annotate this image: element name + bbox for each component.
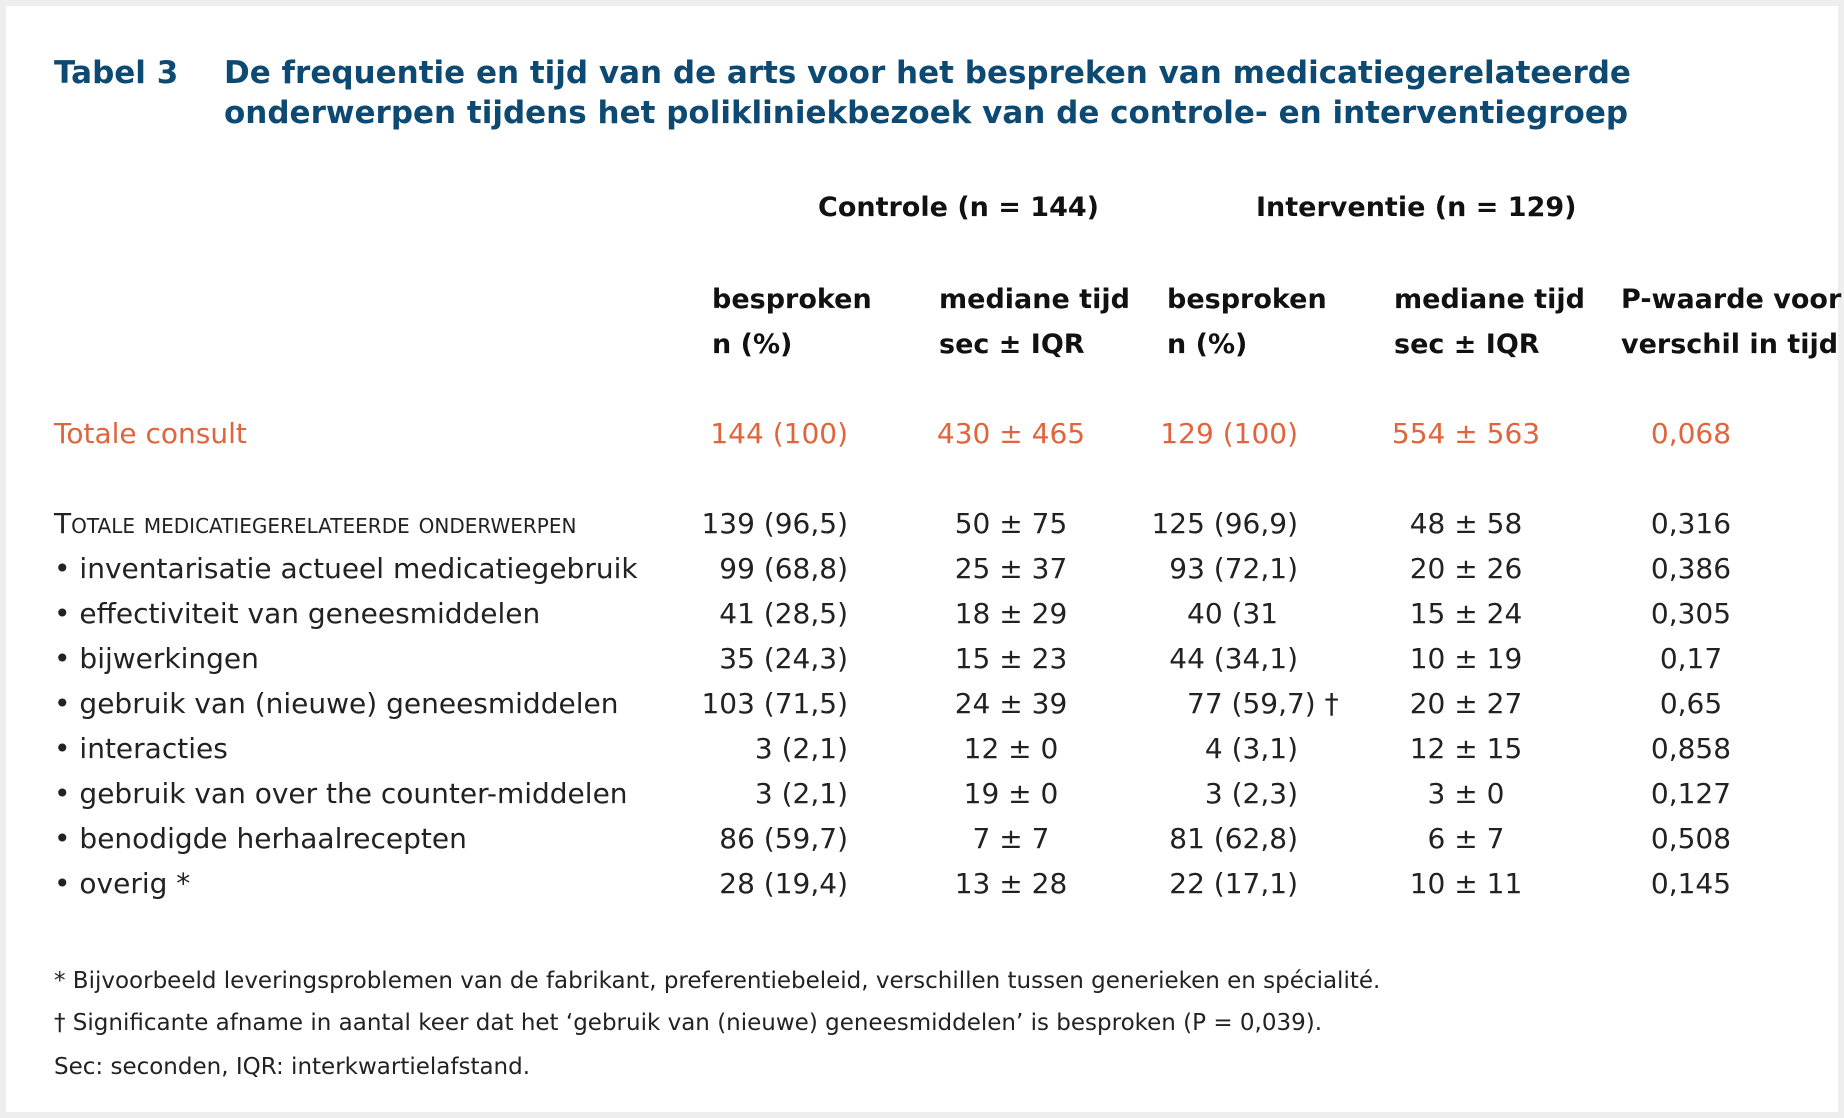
total-consult-interventie-tijd: 554 ± 563 — [1391, 417, 1541, 450]
row-p-waarde: 0,508 — [1650, 822, 1732, 855]
row-label: • gebruik van over the counter-middelen — [54, 777, 628, 810]
row-controle-besproken: 41 (28,5) — [719, 597, 848, 630]
row-controle-tijd: 24 ± 39 — [954, 687, 1068, 720]
row-controle-besproken: 35 (24,3) — [719, 642, 848, 675]
row-interventie-tijd: 15 ± 24 — [1409, 597, 1523, 630]
section-controle-tijd: 50 ± 75 — [954, 507, 1068, 540]
row-interventie-besproken: 93 (72,1) — [1169, 552, 1298, 585]
row-interventie-besproken: 81 (62,8) — [1169, 822, 1298, 855]
row-p-waarde: 0,17 — [1659, 642, 1723, 675]
row-interventie-tijd: 10 ± 19 — [1409, 642, 1523, 675]
row-label: • overig * — [54, 867, 191, 900]
col-header-p-waarde-2: verschil in tijd — [1621, 329, 1839, 360]
row-controle-tijd: 18 ± 29 — [954, 597, 1068, 630]
row-controle-tijd: 13 ± 28 — [954, 867, 1068, 900]
total-consult-controle-besproken: 144 (100) — [710, 417, 848, 450]
table-number: Tabel 3 — [54, 55, 179, 91]
col-header-interventie-tijd-2: sec ± IQR — [1394, 329, 1540, 360]
row-p-waarde: 0,145 — [1650, 867, 1732, 900]
row-p-waarde: 0,386 — [1650, 552, 1732, 585]
row-interventie-tijd: 6 ± 7 — [1427, 822, 1505, 855]
col-header-controle-tijd-2: sec ± IQR — [939, 329, 1085, 360]
row-controle-besproken: 3 (2,1) — [754, 732, 848, 765]
row-interventie-besproken: 3 (2,3) — [1204, 777, 1298, 810]
row-label: • interacties — [54, 732, 228, 765]
col-header-controle-besproken-1: besproken — [712, 284, 872, 315]
row-label: • bijwerkingen — [54, 642, 259, 675]
row-label: • benodigde herhaalrecepten — [54, 822, 467, 855]
row-controle-tijd: 25 ± 37 — [954, 552, 1068, 585]
total-consult-p-waarde: 0,068 — [1650, 417, 1732, 450]
total-consult-interventie-besproken: 129 (100) — [1160, 417, 1298, 450]
col-header-interventie-besproken-1: besproken — [1167, 284, 1327, 315]
row-p-waarde: 0,305 — [1650, 597, 1732, 630]
row-p-waarde: 0,858 — [1650, 732, 1732, 765]
section-p-waarde: 0,316 — [1650, 507, 1732, 540]
row-controle-besproken: 3 (2,1) — [754, 777, 848, 810]
row-label: • effectiviteit van geneesmiddelen — [54, 597, 541, 630]
row-controle-besproken: 28 (19,4) — [719, 867, 848, 900]
col-header-interventie-tijd-1: mediane tijd — [1394, 284, 1585, 315]
total-consult-controle-tijd: 430 ± 465 — [936, 417, 1086, 450]
footnote-asterisk: * Bijvoorbeeld leveringsproblemen van de… — [54, 968, 1381, 994]
row-interventie-besproken: 4 (3,1) — [1204, 732, 1298, 765]
section-interventie-tijd: 48 ± 58 — [1409, 507, 1523, 540]
row-controle-besproken: 103 (71,5) — [701, 687, 848, 720]
table-title-line-1: De frequentie en tijd van de arts voor h… — [224, 55, 1631, 91]
row-controle-tijd: 19 ± 0 — [963, 777, 1059, 810]
group-header-interventie: Interventie (n = 129) — [1256, 192, 1577, 223]
footnote-abbreviations: Sec: seconden, IQR: interkwartielafstand… — [54, 1054, 531, 1080]
row-interventie-besproken: 77 (59,7) † — [1187, 687, 1339, 720]
col-header-controle-besproken-2: n (%) — [712, 329, 793, 360]
row-interventie-tijd: 10 ± 11 — [1409, 867, 1523, 900]
row-interventie-tijd: 3 ± 0 — [1427, 777, 1505, 810]
row-p-waarde: 0,65 — [1659, 687, 1723, 720]
row-label: • inventarisatie actueel medicatiegebrui… — [54, 552, 638, 585]
row-interventie-tijd: 20 ± 26 — [1409, 552, 1523, 585]
total-consult-label: Totale consult — [54, 417, 247, 450]
row-interventie-besproken: 44 (34,1) — [1169, 642, 1298, 675]
section-interventie-besproken: 125 (96,9) — [1151, 507, 1298, 540]
row-controle-tijd: 12 ± 0 — [963, 732, 1059, 765]
section-controle-besproken: 139 (96,5) — [701, 507, 848, 540]
table-card: Tabel 3 De frequentie en tijd van de art… — [6, 6, 1842, 1112]
row-controle-tijd: 15 ± 23 — [954, 642, 1068, 675]
row-interventie-tijd: 20 ± 27 — [1409, 687, 1523, 720]
row-controle-tijd: 7 ± 7 — [972, 822, 1050, 855]
row-controle-besproken: 99 (68,8) — [719, 552, 848, 585]
group-header-controle: Controle (n = 144) — [818, 192, 1100, 223]
row-label: • gebruik van (nieuwe) geneesmiddelen — [54, 687, 619, 720]
row-interventie-besproken: 22 (17,1) — [1169, 867, 1298, 900]
col-header-interventie-besproken-2: n (%) — [1167, 329, 1248, 360]
table-title-line-2: onderwerpen tijdens het polikliniekbezoe… — [224, 95, 1629, 131]
row-interventie-besproken: 40 (31 — [1187, 597, 1279, 630]
row-p-waarde: 0,127 — [1650, 777, 1732, 810]
footnote-dagger: † Significante afname in aantal keer dat… — [54, 1010, 1323, 1036]
row-controle-besproken: 86 (59,7) — [719, 822, 848, 855]
col-header-controle-tijd-1: mediane tijd — [939, 284, 1130, 315]
col-header-p-waarde-1: P-waarde voor — [1621, 284, 1842, 315]
row-interventie-tijd: 12 ± 15 — [1409, 732, 1523, 765]
section-label-medicatie: Totale medicatiegerelateerde onderwerpen — [54, 507, 577, 540]
